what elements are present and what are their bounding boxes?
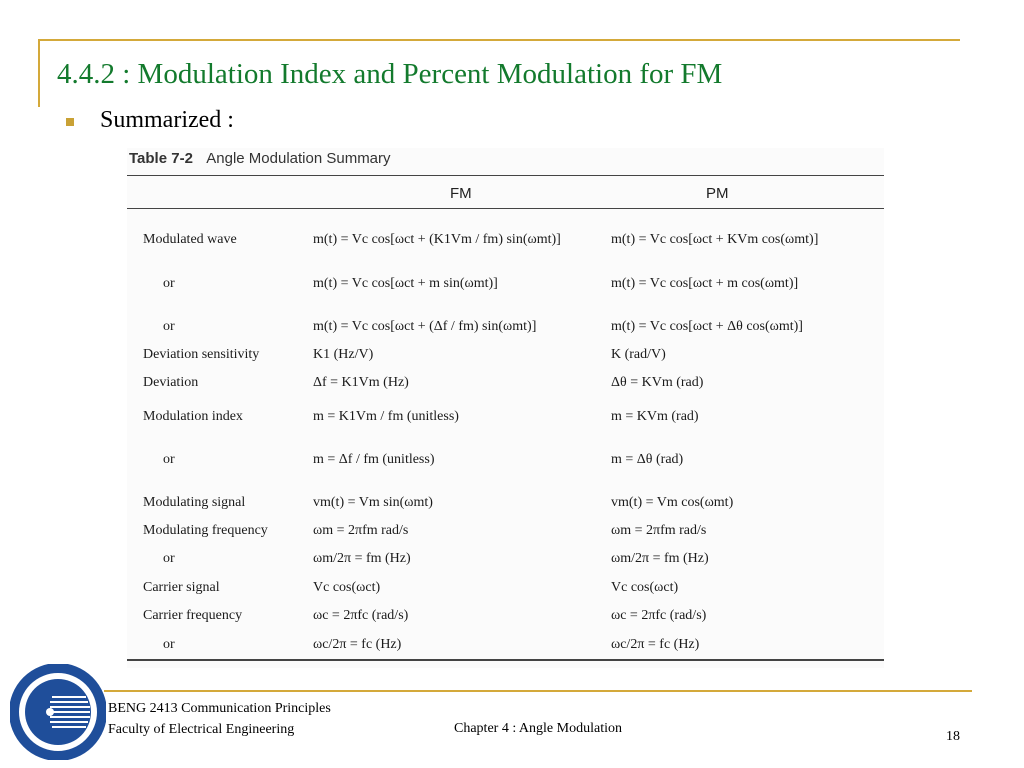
bullet-text: Summarized : [100, 107, 234, 133]
row-label: or [163, 551, 175, 566]
slide-title: 4.4.2 : Modulation Index and Percent Mod… [57, 58, 723, 90]
table-rule-top [127, 175, 884, 176]
row-label: or [163, 276, 175, 291]
row-fm-formula: ωm = 2πfm rad/s [313, 523, 409, 538]
row-label: Modulated wave [143, 232, 237, 247]
row-label: Carrier signal [143, 580, 220, 595]
row-pm-formula: K (rad/V) [611, 347, 666, 362]
row-fm-formula: Vc cos(ωct) [313, 580, 381, 595]
row-label: or [163, 637, 175, 652]
table-row: Modulating signal vm(t) = Vm sin(ωmt) vm… [127, 491, 884, 515]
row-label: Modulation index [143, 409, 243, 424]
row-pm-formula: m(t) = Vc cos[ωct + KVm cos(ωmt)] [611, 232, 819, 247]
row-fm-formula: ωc = 2πfc (rad/s) [313, 608, 409, 623]
row-fm-formula: m = K1Vm / fm (unitless) [313, 409, 459, 424]
table-row: Deviation Δf = K1Vm (Hz) Δθ = KVm (rad) [127, 371, 884, 395]
row-fm-formula: m = Δf / fm (unitless) [313, 452, 435, 467]
row-pm-formula: ωm/2π = fm (Hz) [611, 551, 709, 566]
row-pm-formula: Vc cos(ωct) [611, 580, 679, 595]
table-row: or m(t) = Vc cos[ωct + (Δf / fm) sin(ωmt… [127, 315, 884, 339]
table-caption-text: Angle Modulation Summary [206, 150, 391, 167]
row-fm-formula: K1 (Hz/V) [313, 347, 374, 362]
row-pm-formula: m(t) = Vc cos[ωct + Δθ cos(ωmt)] [611, 319, 803, 334]
row-pm-formula: vm(t) = Vm cos(ωmt) [611, 495, 734, 510]
table-row: or ωm/2π = fm (Hz) ωm/2π = fm (Hz) [127, 547, 884, 571]
slide-frame-top-line [38, 39, 960, 41]
table-row: Deviation sensitivity K1 (Hz/V) K (rad/V… [127, 343, 884, 367]
table-header-fm: FM [450, 185, 472, 202]
row-fm-formula: Δf = K1Vm (Hz) [313, 375, 409, 390]
table-row: Modulating frequency ωm = 2πfm rad/s ωm … [127, 519, 884, 543]
row-pm-formula: ωm = 2πfm rad/s [611, 523, 707, 538]
footer-faculty: Faculty of Electrical Engineering [108, 722, 295, 737]
table-row: or ωc/2π = fc (Hz) ωc/2π = fc (Hz) [127, 633, 884, 657]
row-label: or [163, 319, 175, 334]
row-pm-formula: m(t) = Vc cos[ωct + m cos(ωmt)] [611, 276, 799, 291]
table-caption: Table 7-2 Angle Modulation Summary [129, 150, 391, 167]
row-fm-formula: m(t) = Vc cos[ωct + (K1Vm / fm) sin(ωmt)… [313, 232, 561, 247]
row-pm-formula: ωc = 2πfc (rad/s) [611, 608, 707, 623]
row-label: Carrier frequency [143, 608, 243, 623]
table-caption-number: Table 7-2 [129, 150, 193, 167]
table-row: Carrier signal Vc cos(ωct) Vc cos(ωct) [127, 576, 884, 600]
table-rule-bottom [127, 659, 884, 661]
table-row: Modulated wave m(t) = Vc cos[ωct + (K1Vm… [127, 228, 884, 252]
page-number: 18 [946, 729, 960, 744]
table-header-pm: PM [706, 185, 729, 202]
table-row: or m(t) = Vc cos[ωct + m sin(ωmt)] m(t) … [127, 272, 884, 296]
row-fm-formula: ωm/2π = fm (Hz) [313, 551, 411, 566]
row-label: Modulating signal [143, 495, 246, 510]
footer-divider [104, 690, 972, 692]
row-pm-formula: ωc/2π = fc (Hz) [611, 637, 700, 652]
row-fm-formula: m(t) = Vc cos[ωct + (Δf / fm) sin(ωmt)] [313, 319, 537, 334]
row-fm-formula: ωc/2π = fc (Hz) [313, 637, 402, 652]
footer-chapter: Chapter 4 : Angle Modulation [454, 721, 622, 736]
row-fm-formula: vm(t) = Vm sin(ωmt) [313, 495, 433, 510]
row-fm-formula: m(t) = Vc cos[ωct + m sin(ωmt)] [313, 276, 498, 291]
footer-course-name: BENG 2413 Communication Principles [108, 701, 331, 716]
university-logo-icon [10, 664, 106, 760]
table-rule-header [127, 208, 884, 209]
row-pm-formula: Δθ = KVm (rad) [611, 375, 704, 390]
row-pm-formula: m = Δθ (rad) [611, 452, 684, 467]
slide-frame-left-line [38, 39, 40, 107]
row-label: Deviation [143, 375, 199, 390]
table-row: Carrier frequency ωc = 2πfc (rad/s) ωc =… [127, 604, 884, 628]
row-pm-formula: m = KVm (rad) [611, 409, 699, 424]
table-row: Modulation index m = K1Vm / fm (unitless… [127, 405, 884, 429]
bullet-square-icon [66, 118, 74, 126]
table-row: or m = Δf / fm (unitless) m = Δθ (rad) [127, 448, 884, 472]
summary-table-image: Table 7-2 Angle Modulation Summary FM PM… [127, 148, 884, 668]
row-label: Deviation sensitivity [143, 347, 260, 362]
row-label: Modulating frequency [143, 523, 268, 538]
row-label: or [163, 452, 175, 467]
